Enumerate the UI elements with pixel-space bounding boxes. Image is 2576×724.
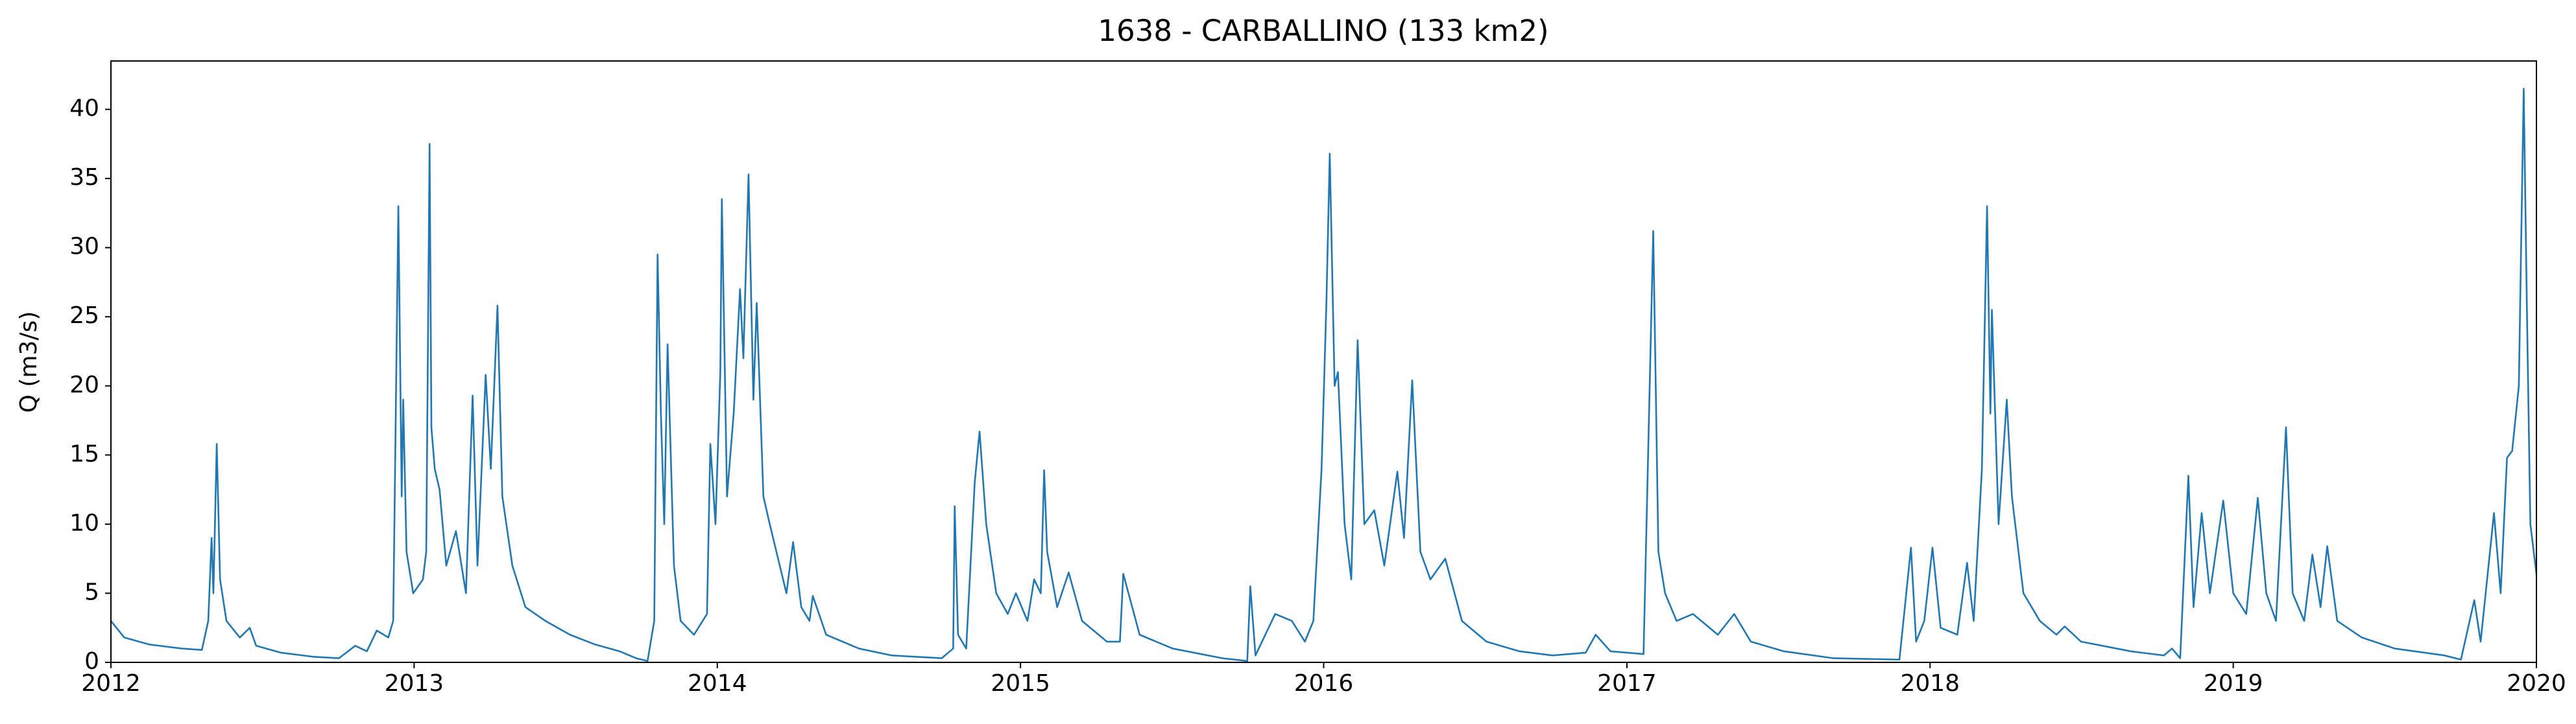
y-tick-label: 30 — [69, 234, 99, 260]
plot-frame — [110, 60, 2537, 663]
x-tick-label: 2012 — [81, 670, 141, 697]
line-series — [110, 88, 2538, 662]
y-tick-label: 20 — [69, 372, 99, 398]
x-tick-label: 2015 — [991, 670, 1050, 697]
x-tick-label: 2016 — [1294, 670, 1354, 697]
x-tick-label: 2014 — [688, 670, 747, 697]
x-tick-label: 2019 — [2204, 670, 2263, 697]
y-axis-label: Q (m3/s) — [16, 311, 42, 413]
y-tick-label: 5 — [84, 579, 99, 605]
y-tick-label: 10 — [69, 510, 99, 537]
y-tick-label: 15 — [69, 440, 99, 467]
y-tick-label: 35 — [69, 164, 99, 191]
x-tick-label: 2013 — [385, 670, 444, 697]
y-tick-label: 40 — [69, 95, 99, 122]
x-tick-label: 2017 — [1597, 670, 1657, 697]
x-tick-label: 2020 — [2507, 670, 2566, 697]
chart-title: 1638 - CARBALLINO (133 km2) — [1098, 14, 1548, 48]
y-tick-label: 0 — [84, 648, 99, 675]
y-tick-label: 25 — [69, 302, 99, 329]
x-tick-label: 2018 — [1900, 670, 1960, 697]
